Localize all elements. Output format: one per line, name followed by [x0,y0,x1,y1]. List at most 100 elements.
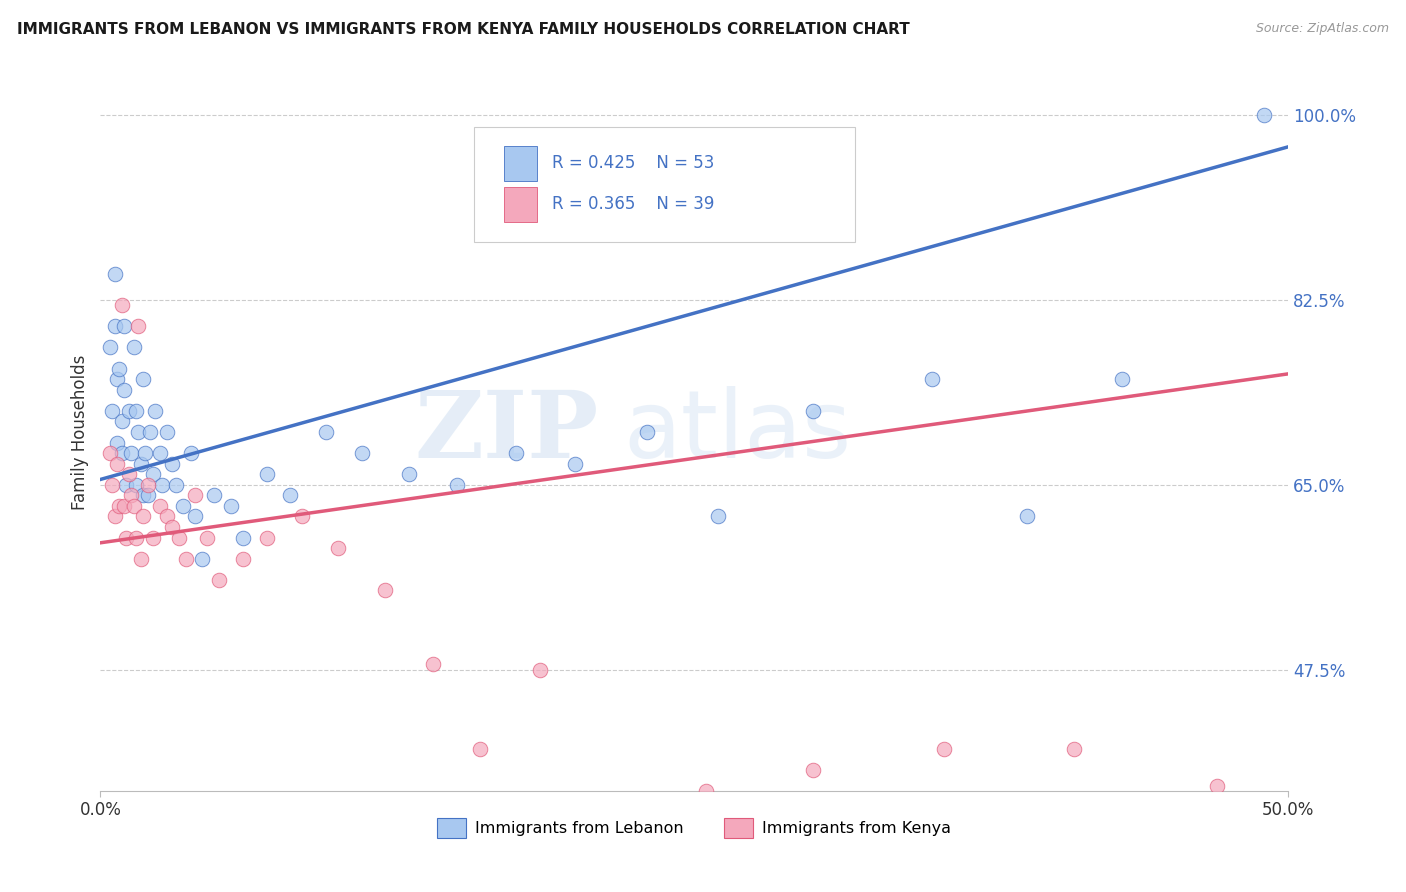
Point [127,425,149,439]
Point [280,488,302,502]
Point [374,583,396,598]
Point [101,477,124,491]
Point [111,446,134,460]
Point [132,488,155,502]
Point [115,477,138,491]
Point [118,467,141,482]
Point [232,531,254,545]
Point [232,551,254,566]
Point [315,425,337,439]
Point [118,404,141,418]
Point [801,763,824,777]
Point [98,341,121,355]
Point [115,531,138,545]
Point [112,499,135,513]
Point [139,425,162,439]
Point [398,467,420,482]
Point [120,446,142,460]
Point [120,488,142,502]
Y-axis label: Family Households: Family Households [72,354,89,509]
FancyBboxPatch shape [474,127,855,242]
Point [256,531,278,545]
Point [564,457,586,471]
Point [612,795,634,809]
Text: Source: ZipAtlas.com: Source: ZipAtlas.com [1256,22,1389,36]
Point [105,457,128,471]
Point [202,488,225,502]
Point [801,404,824,418]
Point [167,531,190,545]
Point [1111,372,1133,386]
Point [111,298,134,312]
Point [156,509,179,524]
Point [112,383,135,397]
Text: ZIP: ZIP [415,387,599,477]
Point [127,319,149,334]
Point [122,499,145,513]
Point [291,509,314,524]
Point [422,657,444,672]
Point [1253,108,1275,122]
Point [173,499,195,513]
Point [156,425,179,439]
Point [142,531,165,545]
Point [143,404,166,418]
Point [184,509,207,524]
Point [932,741,955,756]
Point [219,499,242,513]
Point [112,319,135,334]
Point [108,499,131,513]
Point [256,467,278,482]
Point [108,361,131,376]
Point [529,663,551,677]
Point [104,319,127,334]
Point [132,509,155,524]
Point [470,741,492,756]
Point [142,467,165,482]
Point [165,477,187,491]
Point [122,341,145,355]
Point [125,404,148,418]
Point [921,372,943,386]
Point [134,446,156,460]
Point [149,499,172,513]
FancyBboxPatch shape [505,146,537,181]
Point [150,477,173,491]
Point [180,446,202,460]
Text: IMMIGRANTS FROM LEBANON VS IMMIGRANTS FROM KENYA FAMILY HOUSEHOLDS CORRELATION C: IMMIGRANTS FROM LEBANON VS IMMIGRANTS FR… [17,22,910,37]
Point [208,573,231,587]
Point [132,372,155,386]
Point [129,457,152,471]
Point [174,551,197,566]
Point [105,372,128,386]
Point [505,446,527,460]
Point [1015,509,1038,524]
Point [707,509,730,524]
Point [350,446,373,460]
Point [636,425,658,439]
Point [104,267,127,281]
Point [326,541,349,555]
Text: R = 0.425    N = 53: R = 0.425 N = 53 [551,154,714,172]
Point [160,520,183,534]
Point [125,531,148,545]
Point [125,477,148,491]
Point [184,488,207,502]
Point [695,784,717,798]
Point [111,414,134,428]
Point [105,435,128,450]
Text: R = 0.365    N = 39: R = 0.365 N = 39 [551,195,714,213]
Legend: Immigrants from Lebanon, Immigrants from Kenya: Immigrants from Lebanon, Immigrants from… [430,812,957,844]
Text: atlas: atlas [623,386,851,478]
Point [446,477,468,491]
Point [136,488,159,502]
FancyBboxPatch shape [505,187,537,221]
Point [149,446,172,460]
Point [136,477,159,491]
Point [160,457,183,471]
Point [98,446,121,460]
Point [1205,779,1227,793]
Point [101,404,124,418]
Point [195,531,218,545]
Point [104,509,127,524]
